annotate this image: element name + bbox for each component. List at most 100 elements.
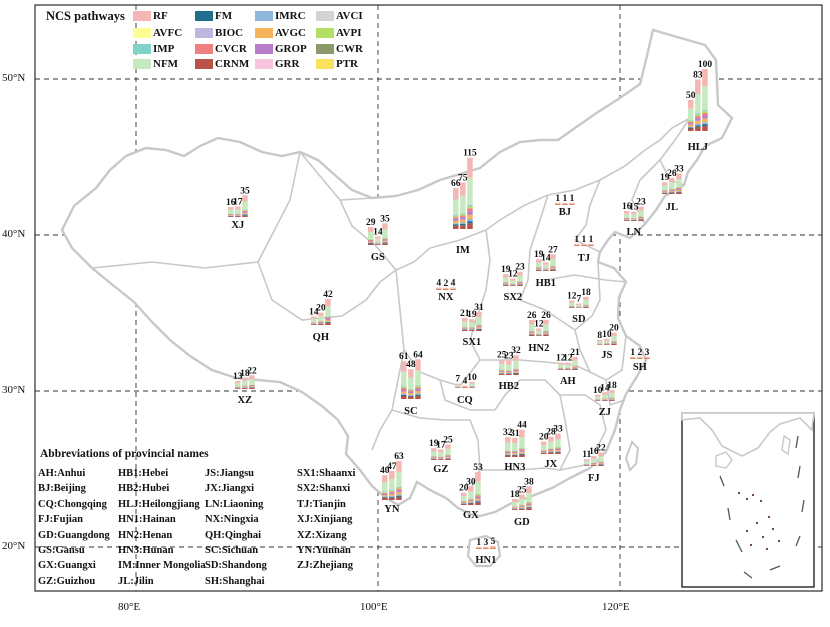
bar-segment-avgc (468, 501, 474, 502)
bar-segment-imp (695, 114, 701, 115)
bar-segment-rf (702, 69, 708, 86)
bar-segment-nfm (460, 196, 466, 214)
bar-segment-grop (519, 450, 525, 451)
bar-segment-nfm (325, 306, 331, 316)
bar-segment-crnm (396, 497, 402, 500)
bar-segment-imp (415, 386, 421, 387)
bar-segment-crnm (382, 498, 388, 500)
bar-segment-avgc (631, 219, 637, 220)
bar-segment-fm (389, 497, 395, 498)
abbreviation-entry: ZJ:Zhejiang (297, 560, 353, 571)
bar-segment-avgc (445, 457, 451, 458)
bar-segment-rf (325, 299, 331, 306)
bar-segment-avgc (450, 289, 456, 290)
bar-segment-avpi (460, 214, 466, 215)
bar-segment-crnm (235, 388, 241, 389)
bar-segment-avgc (512, 508, 518, 509)
bar-value-label: 21 (570, 348, 580, 358)
bar-segment-avgc (431, 458, 437, 459)
bar-segment-grop (468, 500, 474, 501)
bar-segment-cvcr (445, 456, 451, 457)
bar-segment-grop (396, 490, 402, 492)
bar-segment-nfm (408, 378, 414, 389)
bar-segment-avgc (382, 495, 388, 496)
lon-label-120: 120°E (602, 601, 630, 613)
bar-segment-avpi (512, 451, 518, 452)
bar-value-label: 42 (323, 290, 333, 300)
bar-segment-nfm (702, 86, 708, 110)
bar-segment-imrc (460, 222, 466, 223)
bar-segment-imrc (526, 507, 532, 508)
bar-segment-nfm (468, 492, 474, 499)
bar-segment-rf (467, 158, 473, 178)
bar-segment-crnm (609, 400, 615, 401)
bar-segment-crnm (460, 225, 466, 229)
bar-segment-cvcr (529, 331, 535, 332)
bar-segment-grop (408, 392, 414, 393)
bar-segment-nfm (576, 305, 582, 307)
bar-segment-avgc (598, 463, 604, 464)
bar-segment-crnm (662, 193, 668, 194)
bar-segment-crnm (631, 220, 637, 221)
bar-segment-imrc (475, 500, 481, 501)
bar-segment-grop (512, 507, 518, 508)
bar-segment-nfm (695, 94, 701, 114)
bar-segment-cvcr (460, 216, 466, 218)
bar-segment-fm (382, 497, 388, 498)
bar-segment-cvcr (695, 116, 701, 118)
bar-segment-nfm (401, 372, 407, 386)
bar-segment-grop (695, 118, 701, 121)
abbreviation-entry: SH:Shanghai (205, 576, 265, 587)
abbreviation-entry: GZ:Guizhou (38, 576, 95, 587)
bar-segment-avgc (574, 245, 580, 246)
bar-segment-grop (461, 502, 467, 503)
province-label: JX (544, 459, 557, 470)
province-label: ZJ (599, 407, 611, 418)
bar-value-label: 100 (698, 60, 713, 70)
bar-segment-avgc (529, 333, 535, 334)
bar-segment-imrc (702, 122, 708, 124)
bar-segment-imrc (548, 452, 554, 453)
legend-item-avci: AVCI (316, 10, 363, 23)
bar-segment-grop (467, 211, 473, 215)
bar-segment-crnm (499, 374, 505, 375)
bar-segment-avgc (562, 204, 568, 205)
legend-label: AVFC (153, 27, 182, 39)
legend-label: NFM (153, 58, 178, 70)
bar-segment-crnm (572, 369, 578, 370)
bar-segment-imp (475, 494, 481, 495)
bar-segment-cvcr (517, 282, 523, 283)
bar-segment-rf (688, 100, 694, 109)
bar-segment-crnm (565, 369, 571, 370)
bar-segment-nfm (602, 395, 608, 398)
bar-segment-nfm (558, 365, 564, 368)
bar-segment-grop (550, 267, 556, 268)
legend-label: IMRC (275, 10, 306, 22)
bar-segment-avgc (461, 503, 467, 504)
legend-item-grr: GRR (255, 58, 299, 71)
bar-segment-avpi (467, 206, 473, 208)
bar-value-label: 48 (406, 360, 416, 370)
province-label: CQ (457, 395, 473, 406)
bar-segment-avgc (389, 494, 395, 496)
abbreviations-title: Abbreviations of provincial names (40, 448, 209, 460)
legend-swatch-avci (316, 11, 334, 21)
bar-value-label: 1 (574, 235, 579, 245)
province-label: TJ (578, 253, 590, 264)
legend-item-avpi: AVPI (316, 27, 361, 40)
bar-segment-cvcr (249, 385, 255, 386)
legend-label: AVPI (336, 27, 361, 39)
south-china-sea-inset (682, 413, 814, 587)
bar-segment-nfm (584, 461, 590, 464)
bar-segment-avgc (519, 507, 525, 508)
bar-segment-nfm (455, 385, 461, 387)
bar-segment-crnm (574, 245, 580, 246)
bar-segment-nfm (517, 276, 523, 281)
bar-segment-avgc (476, 327, 482, 328)
bar-segment-crnm (584, 465, 590, 466)
bar-segment-crnm (695, 127, 701, 131)
bar-value-label: 1 (476, 538, 481, 548)
bar-segment-fm (325, 322, 331, 323)
bar-value-label: 1 (581, 235, 586, 245)
